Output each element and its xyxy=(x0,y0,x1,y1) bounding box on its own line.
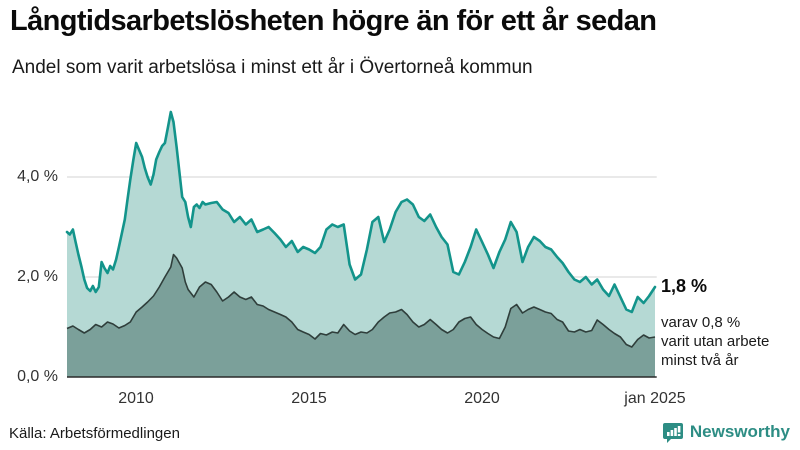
y-axis-tick-0: 0,0 % xyxy=(17,368,58,385)
newsworthy-wordmark: Newsworthy xyxy=(689,422,790,441)
newsworthy-speech-bubble-chart-icon xyxy=(662,421,684,443)
x-axis-tick-2015: 2015 xyxy=(291,390,327,407)
y-axis-tick-4: 4,0 % xyxy=(17,168,58,185)
detail-line-3: minst två år xyxy=(661,352,739,369)
x-axis-tick-2010: 2010 xyxy=(118,390,154,407)
page-subtitle: Andel som varit arbetslösa i minst ett å… xyxy=(12,57,533,78)
latest-value-detail: varav 0,8 % varit utan arbete minst två … xyxy=(661,313,769,370)
x-axis-tick-jan-2025: jan 2025 xyxy=(624,390,686,407)
source-attribution: Källa: Arbetsförmedlingen xyxy=(9,425,180,442)
detail-line-2: varit utan arbete xyxy=(661,333,770,350)
chart-canvas xyxy=(65,110,657,378)
latest-value-label: 1,8 % xyxy=(661,276,708,296)
newsworthy-logo-link[interactable]: Newsworthy xyxy=(662,421,790,443)
y-axis-tick-2: 2,0 % xyxy=(17,268,58,285)
page-title: Långtidsarbetslösheten högre än för ett … xyxy=(10,5,657,37)
detail-line-1: varav 0,8 % xyxy=(661,314,741,331)
unemployment-area-chart: 4,0 % 2,0 % 0,0 % 2010 2015 2020 jan 202… xyxy=(0,100,800,407)
x-axis-tick-2020: 2020 xyxy=(464,390,500,407)
